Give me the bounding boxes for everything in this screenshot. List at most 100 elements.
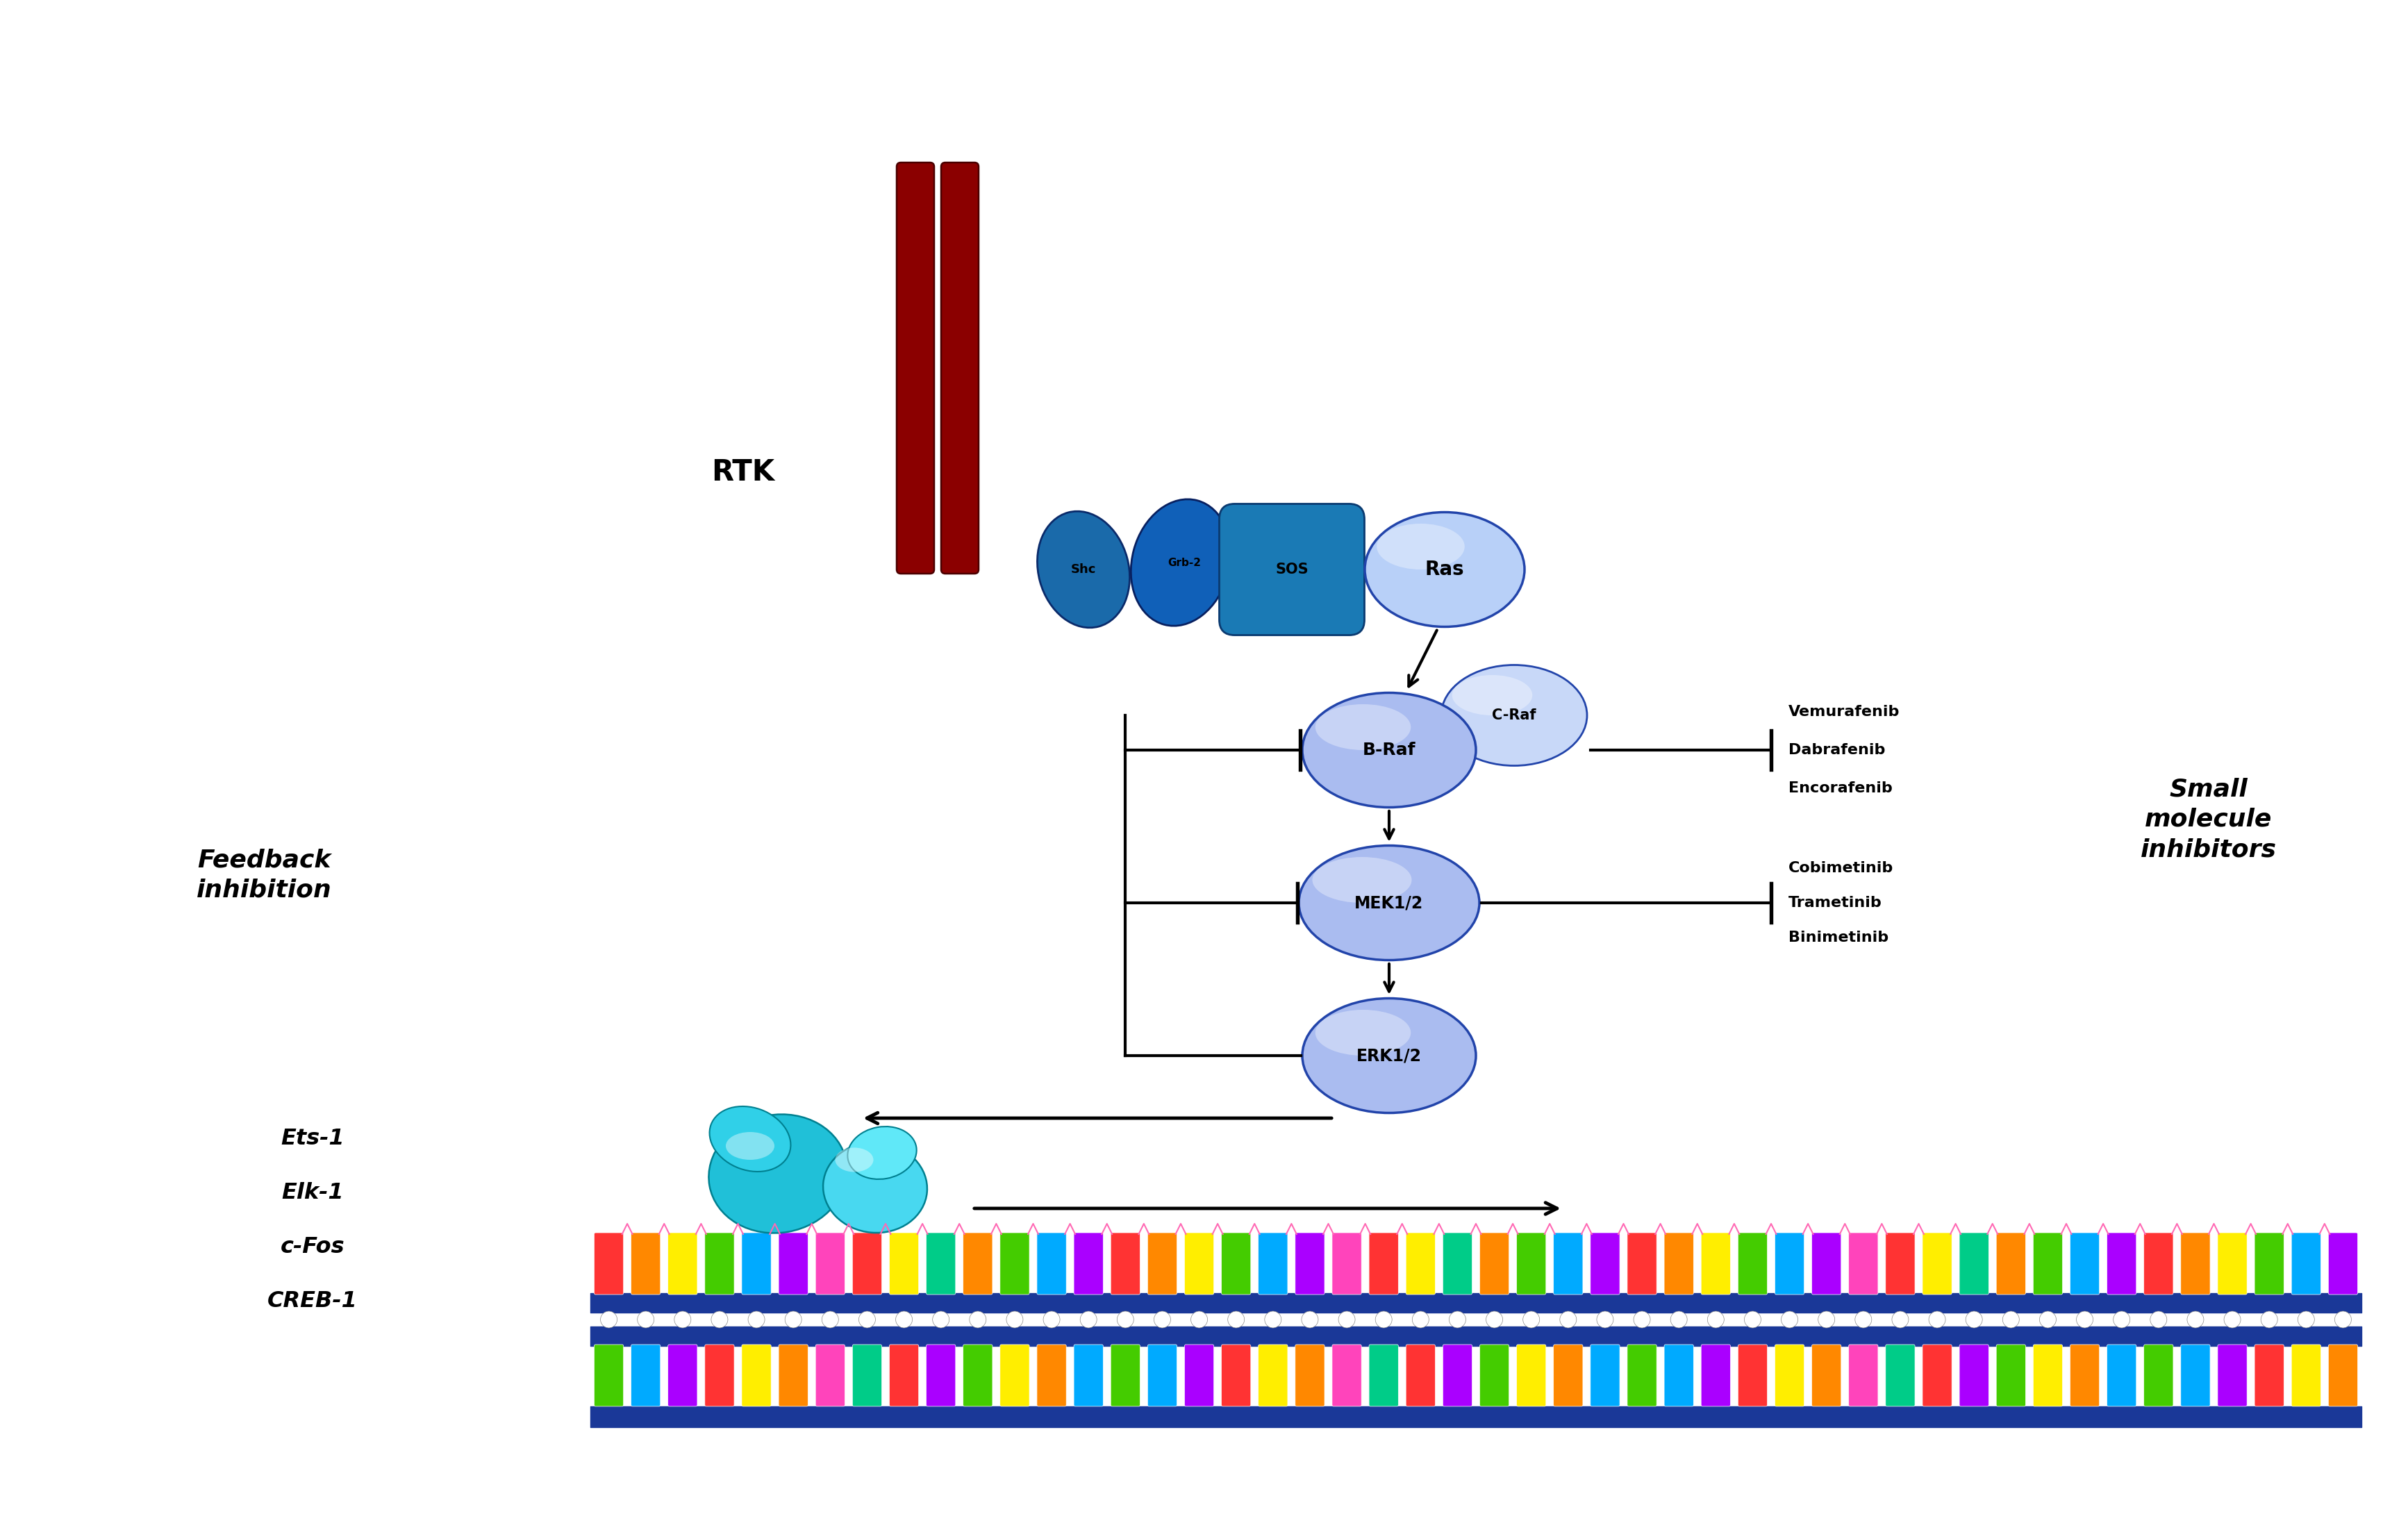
FancyBboxPatch shape — [1221, 1344, 1250, 1407]
Text: MEK1/2: MEK1/2 — [1356, 895, 1423, 911]
FancyBboxPatch shape — [2032, 1232, 2064, 1294]
Circle shape — [2336, 1311, 2350, 1328]
FancyBboxPatch shape — [852, 1344, 881, 1407]
Text: Ets-1: Ets-1 — [282, 1128, 344, 1149]
FancyBboxPatch shape — [1553, 1344, 1582, 1407]
FancyBboxPatch shape — [2143, 1344, 2172, 1407]
FancyBboxPatch shape — [852, 1232, 881, 1294]
Circle shape — [1153, 1311, 1170, 1328]
FancyBboxPatch shape — [1406, 1232, 1435, 1294]
FancyBboxPatch shape — [667, 1344, 698, 1407]
FancyBboxPatch shape — [1332, 1344, 1361, 1407]
FancyBboxPatch shape — [1259, 1344, 1288, 1407]
Circle shape — [1560, 1311, 1577, 1328]
Ellipse shape — [1038, 512, 1129, 628]
Circle shape — [1486, 1311, 1503, 1328]
FancyBboxPatch shape — [1960, 1344, 1989, 1407]
FancyBboxPatch shape — [2218, 1344, 2247, 1407]
FancyBboxPatch shape — [1406, 1344, 1435, 1407]
FancyBboxPatch shape — [1185, 1344, 1214, 1407]
FancyBboxPatch shape — [1259, 1232, 1288, 1294]
FancyBboxPatch shape — [2254, 1232, 2283, 1294]
FancyBboxPatch shape — [1885, 1232, 1914, 1294]
FancyBboxPatch shape — [778, 1232, 809, 1294]
Circle shape — [1743, 1311, 1760, 1328]
FancyBboxPatch shape — [1332, 1232, 1361, 1294]
FancyBboxPatch shape — [896, 162, 934, 574]
FancyBboxPatch shape — [1775, 1344, 1804, 1407]
FancyBboxPatch shape — [667, 1232, 698, 1294]
Ellipse shape — [1132, 500, 1230, 625]
FancyBboxPatch shape — [631, 1344, 660, 1407]
Ellipse shape — [1298, 845, 1479, 960]
Ellipse shape — [836, 1148, 874, 1172]
Circle shape — [638, 1311, 655, 1328]
FancyBboxPatch shape — [1775, 1232, 1804, 1294]
Circle shape — [1303, 1311, 1317, 1328]
Circle shape — [1893, 1311, 1910, 1328]
Ellipse shape — [1315, 704, 1411, 749]
FancyBboxPatch shape — [889, 1344, 920, 1407]
Circle shape — [749, 1311, 766, 1328]
Text: c-Fos: c-Fos — [279, 1237, 344, 1258]
Text: Feedback
inhibition: Feedback inhibition — [197, 848, 332, 902]
FancyBboxPatch shape — [1553, 1232, 1582, 1294]
Circle shape — [1450, 1311, 1466, 1328]
Ellipse shape — [710, 1107, 790, 1172]
Text: C-Raf: C-Raf — [1493, 709, 1536, 722]
FancyBboxPatch shape — [1296, 1232, 1324, 1294]
Text: B-Raf: B-Raf — [1363, 742, 1416, 759]
FancyBboxPatch shape — [1149, 1344, 1178, 1407]
FancyBboxPatch shape — [1517, 1232, 1546, 1294]
FancyBboxPatch shape — [2254, 1344, 2283, 1407]
Circle shape — [1965, 1311, 1982, 1328]
FancyBboxPatch shape — [742, 1344, 771, 1407]
FancyBboxPatch shape — [1996, 1232, 2025, 1294]
Circle shape — [1707, 1311, 1724, 1328]
FancyBboxPatch shape — [1442, 1344, 1471, 1407]
FancyBboxPatch shape — [2292, 1232, 2321, 1294]
FancyBboxPatch shape — [2218, 1232, 2247, 1294]
FancyBboxPatch shape — [1739, 1344, 1767, 1407]
Circle shape — [1782, 1311, 1799, 1328]
Text: Trametinib: Trametinib — [1789, 896, 1883, 910]
Circle shape — [2297, 1311, 2314, 1328]
Circle shape — [1117, 1311, 1134, 1328]
FancyBboxPatch shape — [999, 1344, 1028, 1407]
Circle shape — [2003, 1311, 2020, 1328]
Text: Grb-2: Grb-2 — [1168, 557, 1202, 568]
FancyBboxPatch shape — [1628, 1344, 1657, 1407]
FancyBboxPatch shape — [1589, 1232, 1621, 1294]
Circle shape — [1007, 1311, 1023, 1328]
FancyBboxPatch shape — [1038, 1344, 1067, 1407]
FancyBboxPatch shape — [1664, 1232, 1693, 1294]
FancyBboxPatch shape — [2143, 1232, 2172, 1294]
FancyBboxPatch shape — [816, 1232, 845, 1294]
Circle shape — [1081, 1311, 1096, 1328]
FancyBboxPatch shape — [1811, 1344, 1842, 1407]
Ellipse shape — [725, 1132, 775, 1160]
Circle shape — [2076, 1311, 2093, 1328]
Circle shape — [1818, 1311, 1835, 1328]
Circle shape — [1339, 1311, 1356, 1328]
Text: Dabrafenib: Dabrafenib — [1789, 743, 1885, 757]
Circle shape — [896, 1311, 913, 1328]
Text: Elk-1: Elk-1 — [282, 1182, 344, 1204]
FancyBboxPatch shape — [1218, 504, 1365, 634]
Text: Cobimetinib: Cobimetinib — [1789, 861, 1893, 875]
FancyBboxPatch shape — [742, 1232, 771, 1294]
FancyBboxPatch shape — [2292, 1344, 2321, 1407]
Circle shape — [2186, 1311, 2203, 1328]
Ellipse shape — [848, 1126, 917, 1179]
Circle shape — [2114, 1311, 2131, 1328]
FancyBboxPatch shape — [1589, 1344, 1621, 1407]
FancyBboxPatch shape — [2071, 1344, 2100, 1407]
Ellipse shape — [824, 1143, 927, 1232]
FancyBboxPatch shape — [1849, 1344, 1878, 1407]
FancyBboxPatch shape — [706, 1232, 734, 1294]
Circle shape — [710, 1311, 727, 1328]
Circle shape — [2150, 1311, 2167, 1328]
FancyBboxPatch shape — [2182, 1232, 2211, 1294]
FancyBboxPatch shape — [1739, 1232, 1767, 1294]
FancyBboxPatch shape — [2071, 1232, 2100, 1294]
